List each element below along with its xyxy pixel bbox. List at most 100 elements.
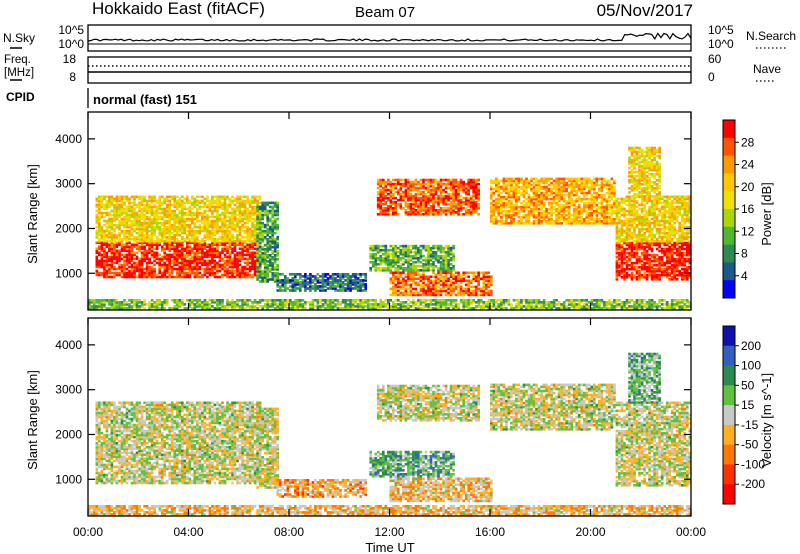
power-echo-cell [140,269,144,273]
power-echo-cell [331,273,335,276]
power-echo-cell [276,279,279,282]
power-echo-cell [422,267,425,270]
power-echo-cell [595,222,599,225]
power-echo-cell [103,267,106,271]
power-echo-cell [258,272,262,275]
power-echo-cell [487,277,491,281]
power-echo-cell [384,211,388,214]
power-echo-cell [231,267,234,271]
power-echo-cell [113,233,116,237]
power-echo-cell [497,195,501,199]
power-echo-cell [442,194,445,198]
power-echo-cell [110,233,114,237]
power-echo-cell [414,250,418,254]
power-echo-cell [203,229,207,233]
power-echo-cell [168,253,171,257]
power-echo-cell [306,275,310,278]
power-echo-cell [402,250,405,254]
power-echo-cell [113,271,116,275]
power-echo-cell [145,233,149,237]
power-echo-cell [449,263,453,266]
power-echo-cell [387,180,390,184]
power-echo-cell [376,269,380,272]
power-echo-cell [562,213,566,217]
power-echo-cell [181,231,184,235]
power-echo-cell [379,263,382,266]
power-echo-cell [216,251,219,255]
power-echo-cell [208,221,212,225]
power-echo-cell [336,275,340,278]
power-echo-cell [392,213,395,216]
power-echo-cell [178,253,182,257]
power-echo-cell [510,179,513,183]
power-echo-cell [567,220,571,223]
power-echo-cell [419,182,423,186]
power-echo-cell [412,213,415,216]
power-echo-cell [482,279,486,283]
power-echo-cell [537,203,541,207]
power-echo-cell [613,199,616,203]
power-echo-cell [379,184,382,188]
power-echo-cell [577,220,581,223]
power-echo-cell [203,197,207,201]
power-echo-cell [98,201,101,205]
power-echo-cell [570,193,573,197]
power-echo-cell [258,258,262,261]
power-echo-cell [525,179,528,183]
power-echo-cell [439,184,443,188]
power-echo-cell [459,293,463,297]
sky-label: N.Sky [3,31,35,45]
power-echo-cell [110,257,114,261]
power-echo-cell [201,201,204,205]
power-echo-cell [572,177,576,181]
power-echo-cell [437,260,440,264]
power-echo-cell [268,241,272,245]
power-echo-cell [181,203,184,207]
power-echo-cell [243,201,247,205]
power-echo-cell [520,220,523,223]
power-echo-cell [427,248,430,252]
power-echo-cell [243,203,247,207]
power-echo-cell [339,277,342,280]
power-echo-cell [580,181,584,185]
power-echo-cell [382,256,385,260]
power-echo-cell [238,201,242,205]
power-echo-cell [216,201,219,205]
power-echo-cell [495,209,498,213]
power-echo-cell [324,279,327,282]
power-echo-cell [103,249,106,253]
power-echo-cell [266,211,269,215]
power-echo-cell [500,197,503,201]
power-echo-cell [163,199,166,203]
power-echo-cell [115,237,119,241]
power-echo-cell [422,254,425,258]
power-echo-cell [424,285,428,289]
power-echo-cell [525,187,528,191]
power-echo-cell [427,265,430,268]
power-echo-cell [469,279,473,283]
power-echo-cell [183,265,187,269]
power-echo-cell [444,289,448,293]
power-echo-cell [148,205,151,209]
power-echo-cell [552,191,556,195]
power-echo-cell [560,179,563,183]
power-echo-cell [575,185,578,189]
power-echo-cell [399,182,403,186]
power-echo-cell [547,203,551,207]
power-echo-cell [397,192,400,196]
power-echo-cell [236,199,239,203]
power-echo-cell [437,267,440,270]
power-echo-cell [148,209,151,213]
power-echo-cell [256,233,259,237]
power-echo-cell [223,239,227,243]
power-echo-cell [444,190,448,194]
power-echo-cell [505,211,508,215]
power-echo-cell [412,275,415,279]
power-echo-cell [228,199,232,203]
power-echo-cell [120,267,124,271]
power-echo-cell [527,217,531,221]
power-echo-cell [133,273,136,277]
power-echo-cell [507,213,511,217]
power-echo-cell [115,241,119,245]
power-echo-cell [218,253,222,257]
